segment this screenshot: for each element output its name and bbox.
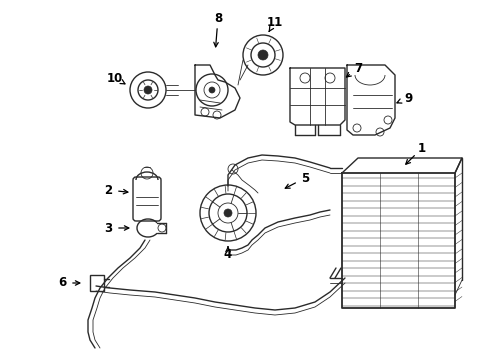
Text: 7: 7 <box>354 62 362 75</box>
Circle shape <box>224 209 232 217</box>
Bar <box>90 275 104 291</box>
Text: 11: 11 <box>267 15 283 28</box>
Text: 4: 4 <box>224 248 232 261</box>
Text: 3: 3 <box>104 221 112 234</box>
Circle shape <box>258 50 268 60</box>
Text: 5: 5 <box>301 171 309 184</box>
Text: 1: 1 <box>418 141 426 154</box>
Text: 9: 9 <box>404 91 412 104</box>
Circle shape <box>144 86 152 94</box>
Text: 10: 10 <box>107 72 123 85</box>
Text: 2: 2 <box>104 184 112 197</box>
Circle shape <box>209 87 215 93</box>
Text: 8: 8 <box>214 12 222 24</box>
Text: 6: 6 <box>58 276 66 289</box>
